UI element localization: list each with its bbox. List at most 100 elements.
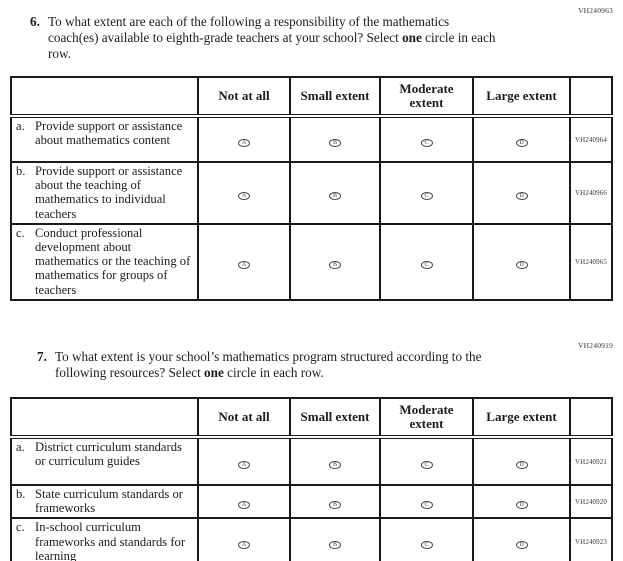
q6c-cell-small-extent: B <box>289 222 381 301</box>
q7a-cell-not-at-all: A <box>197 436 291 486</box>
response-oval-moderate-extent[interactable]: C <box>420 191 433 200</box>
response-oval-large-extent[interactable]: D <box>515 500 528 509</box>
response-oval-moderate-extent[interactable]: C <box>420 460 433 469</box>
q6b-cell-not-at-all: A <box>197 161 291 225</box>
oval-letter: B <box>332 461 337 468</box>
oval-letter: D <box>519 461 524 468</box>
oval-letter: A <box>241 501 247 508</box>
table-row-q7a: a. District curriculum standards or curri… <box>10 436 613 486</box>
column-header-small-extent: Small extent <box>289 76 381 118</box>
response-oval-large-extent[interactable]: D <box>515 138 528 147</box>
response-oval-small-extent[interactable]: B <box>329 191 341 200</box>
oval-letter: D <box>519 139 524 146</box>
column-header-moderate-extent: Moderate extent <box>379 76 474 118</box>
response-oval-moderate-extent[interactable]: C <box>420 500 433 509</box>
row-label-q6a: a. Provide support or assistance about ma… <box>10 115 199 163</box>
q6-response-table: Not at all Small extent Moderate extent … <box>10 76 613 301</box>
row-label-q6b: b. Provide support or assistance about th… <box>10 161 199 225</box>
question-6-line2: coach(es) available to eighth-grade teac… <box>48 30 403 45</box>
q7-response-table: Not at all Small extent Moderate extent … <box>10 397 613 561</box>
question-6-line2-end: circle in each <box>421 30 496 45</box>
response-oval-large-extent[interactable]: D <box>515 541 528 550</box>
q6b-cell-small-extent: B <box>289 161 381 225</box>
row-label-q7a: a. District curriculum standards or curri… <box>10 436 199 486</box>
question-7-text: To what extent is your school’s mathemat… <box>55 349 481 381</box>
response-oval-not-at-all[interactable]: A <box>238 500 250 509</box>
oval-letter: D <box>519 501 524 508</box>
column-header-large-extent: Large extent <box>472 76 571 118</box>
oval-letter: D <box>519 542 524 549</box>
row-text: In-school curriculum frameworks and stan… <box>35 520 186 561</box>
oval-letter: C <box>424 501 429 508</box>
q6c-cell-not-at-all: A <box>197 222 291 301</box>
row-letter: a. <box>16 440 25 454</box>
row-text: Provide support or assistance about math… <box>35 119 183 148</box>
row-letter: b. <box>16 487 26 501</box>
response-oval-not-at-all[interactable]: A <box>238 541 250 550</box>
response-oval-small-extent[interactable]: B <box>329 138 341 147</box>
question-7-bold-word: one <box>204 365 224 380</box>
oval-letter: A <box>241 261 247 268</box>
row-letter: c. <box>16 520 25 535</box>
row-code: VH240966 <box>569 161 613 225</box>
oval-letter: A <box>241 542 247 549</box>
question-7: 7. To what extent is your school’s mathe… <box>37 349 481 381</box>
q6-header-code-blank <box>569 76 613 118</box>
row-code: VH240923 <box>569 517 613 561</box>
column-header-small-extent: Small extent <box>289 397 381 439</box>
response-oval-not-at-all[interactable]: A <box>238 138 250 147</box>
oval-letter: B <box>332 139 337 146</box>
response-oval-small-extent[interactable]: B <box>329 460 341 469</box>
question-7-line1: To what extent is your school’s mathemat… <box>55 349 482 364</box>
q7-header-code-blank <box>569 397 613 439</box>
column-header-moderate-extent: Moderate extent <box>379 397 474 439</box>
oval-letter: A <box>241 192 247 199</box>
response-oval-not-at-all[interactable]: A <box>238 191 250 200</box>
q6a-cell-large-extent: D <box>472 115 571 163</box>
oval-letter: B <box>332 542 337 549</box>
question-7-number: 7. <box>37 349 47 364</box>
row-label-q7c: c. In-school curriculum frameworks and st… <box>10 517 199 561</box>
oval-letter: D <box>519 261 524 268</box>
q7c-cell-large-extent: D <box>472 517 571 561</box>
response-oval-moderate-extent[interactable]: C <box>420 260 433 269</box>
column-header-not-at-all: Not at all <box>197 76 291 118</box>
question-6-line3: row. <box>48 46 71 61</box>
row-code: VH240921 <box>569 436 613 486</box>
question-6-text: To what extent are each of the following… <box>48 14 495 62</box>
response-oval-small-extent[interactable]: B <box>329 541 341 550</box>
q7b-cell-large-extent: D <box>472 483 571 520</box>
q7c-cell-not-at-all: A <box>197 517 291 561</box>
response-oval-moderate-extent[interactable]: C <box>420 541 433 550</box>
q6c-cell-large-extent: D <box>472 222 571 301</box>
row-letter: a. <box>16 119 25 133</box>
column-header-not-at-all: Not at all <box>197 397 291 439</box>
q6a-cell-moderate-extent: C <box>379 115 474 163</box>
table-row-q7b: b. State curriculum standards or framewor… <box>10 483 613 520</box>
oval-letter: C <box>424 192 429 199</box>
column-header-large-extent: Large extent <box>472 397 571 439</box>
response-oval-not-at-all[interactable]: A <box>238 260 250 269</box>
response-oval-moderate-extent[interactable]: C <box>420 138 433 147</box>
oval-letter: B <box>332 192 337 199</box>
q6-header-row: Not at all Small extent Moderate extent … <box>10 76 613 118</box>
row-code: VH240920 <box>569 483 613 520</box>
table-row-q6b: b. Provide support or assistance about th… <box>10 161 613 225</box>
table-row-q6c: c. Conduct professional development about… <box>10 222 613 301</box>
oval-letter: B <box>332 261 337 268</box>
response-oval-small-extent[interactable]: B <box>329 500 341 509</box>
q6b-cell-moderate-extent: C <box>379 161 474 225</box>
oval-letter: C <box>424 139 429 146</box>
question-6-bold-word: one <box>402 30 422 45</box>
response-oval-small-extent[interactable]: B <box>329 260 341 269</box>
response-oval-large-extent[interactable]: D <box>515 460 528 469</box>
response-oval-not-at-all[interactable]: A <box>238 460 250 469</box>
oval-letter: C <box>424 261 429 268</box>
table-row-q7c: c. In-school curriculum frameworks and st… <box>10 517 613 561</box>
q7b-cell-small-extent: B <box>289 483 381 520</box>
row-code: VH240964 <box>569 115 613 163</box>
response-oval-large-extent[interactable]: D <box>515 191 528 200</box>
q6b-cell-large-extent: D <box>472 161 571 225</box>
response-oval-large-extent[interactable]: D <box>515 260 528 269</box>
